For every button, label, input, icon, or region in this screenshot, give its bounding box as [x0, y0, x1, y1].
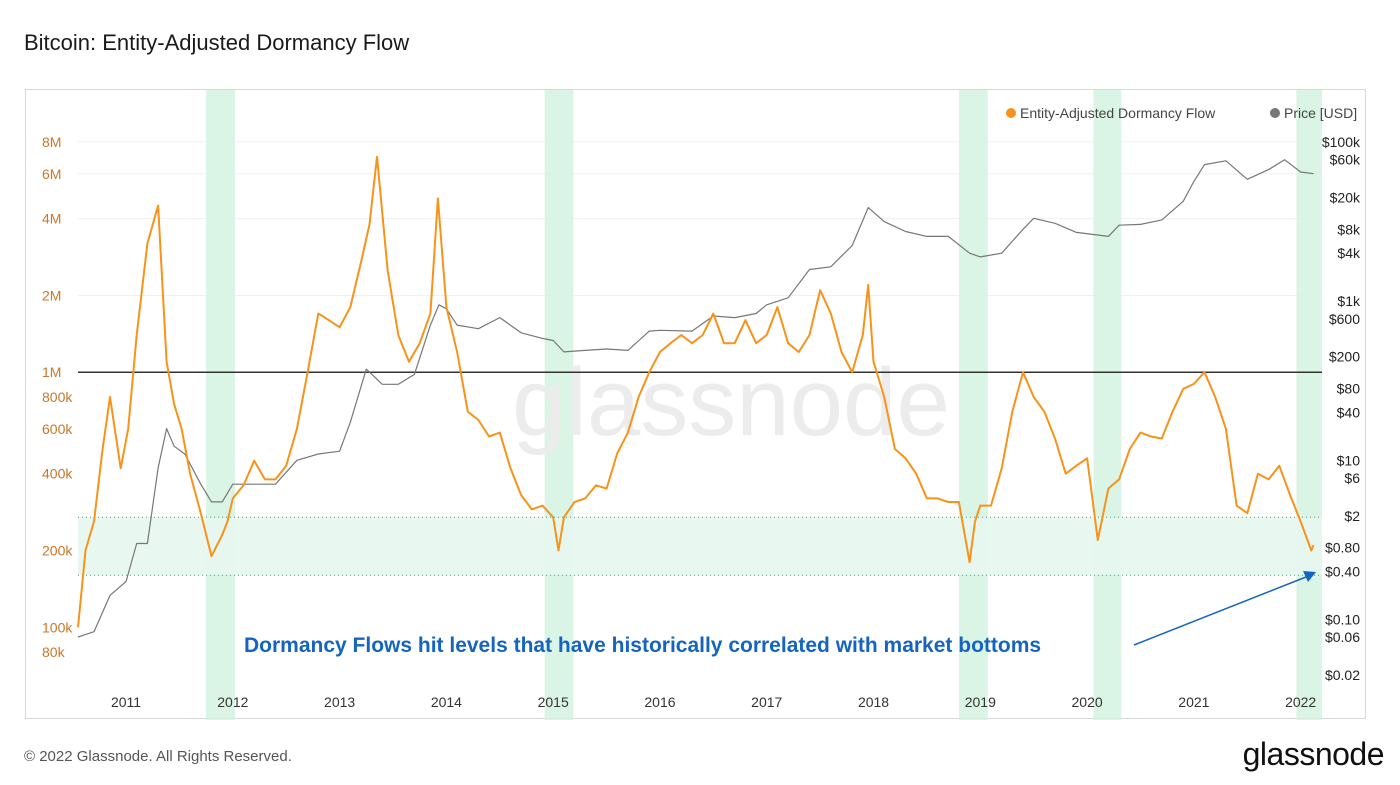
highlight-band-5 [1296, 90, 1322, 720]
right-tick-label: $20k [1330, 190, 1361, 206]
x-tick-label: 2011 [111, 694, 141, 710]
legend-price-label: Price [USD] [1284, 105, 1357, 121]
left-tick-label: 8M [42, 134, 61, 150]
x-tick-label: 2016 [644, 694, 675, 710]
right-tick-label: $40 [1337, 404, 1361, 420]
left-tick-label: 4M [42, 211, 61, 227]
right-tick-label: $0.80 [1325, 540, 1360, 556]
legend-price-dot [1270, 108, 1280, 118]
left-tick-label: 400k [42, 466, 73, 482]
legend-dormancy-dot [1006, 108, 1016, 118]
left-tick-label: 200k [42, 543, 73, 559]
bottom-zone-band [78, 517, 1322, 576]
right-tick-label: $6 [1344, 470, 1360, 486]
left-tick-label: 6M [42, 166, 61, 182]
left-tick-label: 600k [42, 421, 73, 437]
highlight-band-2 [544, 90, 574, 720]
x-tick-label: 2020 [1072, 694, 1103, 710]
left-tick-label: 2M [42, 287, 61, 303]
chart-panel: glassnode 8M 6M 4M 2M 1M 800k 600k 400k 200k 100k 8… [25, 89, 1366, 720]
watermark-text: glassnode [512, 349, 950, 456]
right-tick-label: $80 [1337, 380, 1361, 396]
price-line [77, 159, 1314, 638]
right-tick-label: $2 [1344, 508, 1360, 524]
right-tick-label: $1k [1337, 293, 1361, 309]
right-tick-label: $0.06 [1325, 629, 1360, 645]
right-tick-label: $0.10 [1325, 611, 1360, 627]
left-tick-label: 800k [42, 389, 73, 405]
right-tick-label: $60k [1330, 152, 1361, 168]
x-tick-label: 2017 [751, 694, 782, 710]
annotation-arrow-head [1303, 571, 1316, 582]
right-tick-label: $100k [1322, 134, 1361, 150]
right-tick-label: $600 [1329, 311, 1360, 327]
annotation-text: Dormancy Flows hit levels that have hist… [244, 634, 1041, 657]
x-tick-label: 2013 [324, 694, 355, 710]
x-tick-label: 2021 [1178, 694, 1209, 710]
x-tick-label: 2012 [217, 694, 248, 710]
dormancy-chart: glassnode 8M 6M 4M 2M 1M 800k 600k 400k 200k 100k 8… [42, 90, 1361, 720]
highlight-band-3 [958, 90, 988, 720]
highlight-band-4 [1093, 90, 1122, 720]
page-title: Bitcoin: Entity-Adjusted Dormancy Flow [24, 30, 410, 55]
left-tick-label: 1M [42, 364, 61, 380]
left-tick-label: 100k [42, 619, 73, 635]
glassnode-logo: glassnode [1242, 736, 1385, 772]
x-tick-label: 2014 [431, 694, 462, 710]
highlight-band-1 [206, 90, 235, 720]
legend-dormancy-label: Entity-Adjusted Dormancy Flow [1020, 105, 1216, 121]
x-tick-label: 2022 [1285, 694, 1316, 710]
right-tick-label: $10 [1337, 452, 1361, 468]
right-tick-label: $8k [1337, 221, 1361, 237]
left-tick-label: 80k [42, 644, 66, 660]
x-tick-label: 2019 [965, 694, 996, 710]
right-tick-label: $0.40 [1325, 563, 1360, 579]
x-tick-label: 2018 [858, 694, 889, 710]
dormancy-flow-line [77, 155, 1315, 628]
right-tick-label: $0.02 [1325, 667, 1360, 683]
right-tick-label: $200 [1329, 349, 1360, 365]
annotation-arrow-line [1133, 576, 1307, 646]
x-tick-label: 2015 [538, 694, 569, 710]
right-tick-label: $4k [1337, 245, 1361, 261]
copyright-footer: © 2022 Glassnode. All Rights Reserved. [24, 748, 292, 765]
